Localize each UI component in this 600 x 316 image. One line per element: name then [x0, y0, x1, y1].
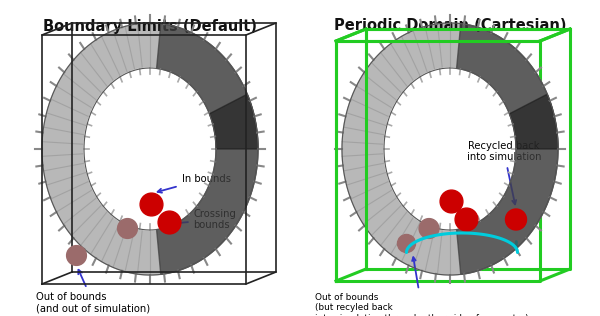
- Polygon shape: [84, 68, 216, 230]
- Polygon shape: [342, 23, 558, 275]
- Circle shape: [158, 211, 181, 234]
- Text: Out of bounds
(but recyled back
into simulation through other side of geometry): Out of bounds (but recyled back into sim…: [315, 257, 529, 316]
- Polygon shape: [509, 94, 558, 149]
- Polygon shape: [157, 24, 258, 274]
- Polygon shape: [457, 24, 558, 274]
- Circle shape: [67, 246, 86, 265]
- Text: Boundary Limits (Default): Boundary Limits (Default): [43, 19, 257, 33]
- Circle shape: [118, 219, 137, 238]
- Circle shape: [455, 208, 478, 231]
- Circle shape: [140, 193, 163, 216]
- Text: Out of bounds
(and out of simulation): Out of bounds (and out of simulation): [36, 270, 150, 313]
- Text: Recycled back
into simulation: Recycled back into simulation: [467, 141, 541, 204]
- Circle shape: [505, 209, 527, 230]
- Polygon shape: [209, 94, 258, 149]
- Circle shape: [398, 234, 415, 252]
- Polygon shape: [42, 23, 258, 275]
- Text: Periodic Domain (Cartesian): Periodic Domain (Cartesian): [334, 19, 566, 33]
- Circle shape: [419, 219, 439, 238]
- Text: Crossing
bounds: Crossing bounds: [173, 209, 236, 230]
- Circle shape: [440, 190, 463, 213]
- Text: In bounds: In bounds: [158, 173, 230, 193]
- Polygon shape: [384, 68, 516, 230]
